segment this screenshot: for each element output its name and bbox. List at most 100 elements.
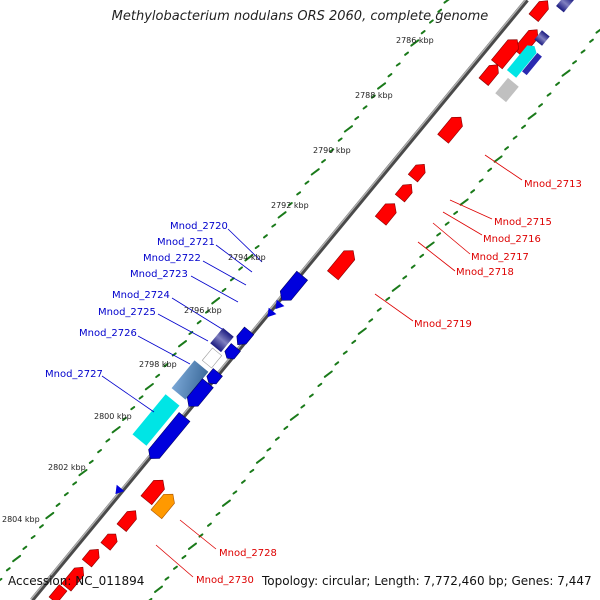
minor-tick — [254, 245, 260, 250]
reverse-gene-labels: Mnod_2720 Mnod_2721 Mnod_2722 Mnod_2723 … — [45, 221, 228, 380]
minor-tick — [287, 202, 293, 207]
gene-arrow — [374, 203, 397, 226]
minor-tick — [376, 307, 382, 312]
major-tick — [527, 112, 537, 120]
minor-tick — [304, 180, 310, 185]
reverse-strand-genes — [115, 270, 309, 495]
minor-tick — [249, 468, 255, 473]
gene-arrow — [490, 39, 520, 70]
minor-tick — [296, 191, 302, 196]
minor-tick — [130, 406, 136, 411]
major-tick — [144, 383, 154, 391]
major-tick — [187, 542, 197, 550]
minor-tick — [385, 296, 391, 301]
minor-tick — [205, 309, 210, 314]
accession-text: Accession: NC_011894 — [8, 574, 145, 588]
kbp-labels: 2786 kbp 2788 kbp 2790 kbp 2792 kbp 2794… — [2, 36, 434, 524]
major-tick — [310, 168, 320, 176]
minor-tick — [512, 135, 518, 140]
gene-label: Mnod_2719 — [414, 319, 472, 330]
minor-tick — [215, 511, 221, 516]
minor-tick — [30, 535, 36, 540]
gene-arrow — [506, 45, 537, 78]
minor-tick — [429, 19, 434, 24]
gene-label: Mnod_2728 — [219, 548, 277, 559]
minor-tick — [5, 567, 11, 572]
minor-tick — [221, 287, 227, 293]
minor-tick — [453, 210, 459, 215]
major-tick — [289, 413, 299, 421]
forward-strand-genes — [48, 0, 574, 600]
genome-summary: Topology: circular; Length: 7,772,460 bp… — [262, 574, 592, 588]
minor-tick — [274, 436, 280, 441]
minor-tick — [321, 159, 326, 164]
major-tick — [12, 554, 22, 563]
gene-label: Mnod_2723 — [130, 269, 188, 280]
minor-tick — [300, 404, 306, 409]
gene-arrow — [495, 77, 519, 103]
minor-tick — [437, 8, 443, 13]
kbp-label: 2800 kbp — [94, 412, 132, 421]
minor-tick — [395, 62, 401, 67]
minor-tick — [196, 320, 202, 325]
gene-arrow — [534, 30, 550, 46]
gene-arrow — [556, 0, 574, 13]
major-tick — [323, 370, 333, 378]
gene-arrow — [100, 533, 118, 551]
minor-tick — [420, 30, 426, 35]
minor-tick — [229, 277, 235, 282]
minor-tick — [387, 73, 393, 78]
minor-tick — [0, 577, 3, 582]
gene-arrow — [206, 368, 223, 385]
minor-tick — [404, 51, 409, 56]
minor-tick — [63, 492, 69, 497]
gene-arrow — [210, 327, 234, 353]
gene-arrow — [48, 584, 68, 600]
gene-label: Mnod_2722 — [143, 253, 201, 264]
minor-tick — [370, 94, 376, 99]
gene-arrow — [478, 64, 499, 86]
gene-arrow — [81, 548, 100, 568]
gene-arrow — [61, 566, 85, 592]
gene-arrow — [279, 270, 309, 301]
gene-arrow — [326, 250, 356, 281]
major-tick — [443, 0, 450, 4]
minor-tick — [283, 425, 289, 430]
minor-tick — [580, 49, 586, 54]
minor-tick — [538, 103, 543, 108]
gene-arrow — [224, 343, 241, 360]
minor-tick — [308, 393, 314, 398]
gene-arrow — [267, 307, 277, 318]
minor-tick — [163, 363, 169, 368]
gene-arrow — [275, 299, 285, 310]
gene-arrow — [236, 326, 255, 346]
minor-tick — [368, 318, 374, 323]
leader-lines — [101, 154, 523, 578]
major-tick — [277, 211, 287, 219]
gene-arrow — [407, 163, 426, 183]
gene-arrow — [186, 378, 214, 407]
minor-tick — [155, 373, 161, 378]
minor-tick — [72, 481, 78, 486]
major-tick — [78, 469, 88, 477]
gene-label: Mnod_2718 — [456, 267, 514, 278]
major-tick — [211, 297, 221, 305]
major-tick — [377, 82, 387, 90]
minor-tick — [521, 124, 526, 129]
gene-arrow — [115, 484, 125, 495]
gene-arrow — [171, 360, 209, 400]
gene-arrow — [148, 412, 191, 459]
major-tick — [595, 28, 600, 34]
major-tick — [111, 426, 121, 434]
minor-tick — [105, 438, 111, 443]
gene-label: Mnod_2727 — [45, 369, 103, 380]
gene-label: Mnod_2725 — [98, 307, 156, 318]
kbp-label: 2794 kbp — [228, 253, 266, 262]
major-tick — [343, 125, 353, 133]
minor-tick — [241, 479, 246, 484]
kbp-label: 2786 kbp — [396, 36, 434, 45]
minor-tick — [263, 234, 268, 239]
gene-arrow — [394, 183, 413, 203]
